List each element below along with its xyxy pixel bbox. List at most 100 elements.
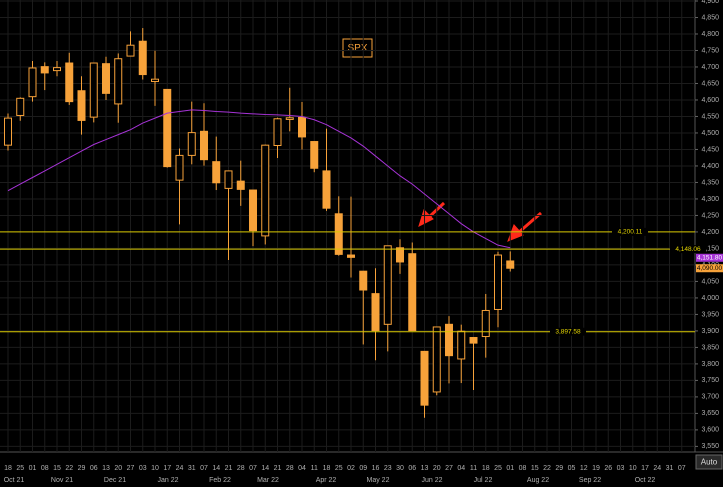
candle-body bbox=[420, 350, 429, 406]
x-tick-label: 07 bbox=[200, 465, 208, 472]
candle-body bbox=[175, 154, 184, 181]
chart-title: SPX bbox=[347, 43, 367, 54]
candle-body bbox=[432, 326, 441, 393]
x-tick-label: 25 bbox=[494, 465, 502, 472]
y-tick-label: 3,850 bbox=[701, 344, 719, 351]
x-tick-label: 17 bbox=[163, 465, 171, 472]
x-tick-label: 18 bbox=[323, 465, 331, 472]
candle-body bbox=[65, 62, 74, 103]
x-tick-label: 29 bbox=[78, 465, 86, 472]
month-label: Sep 22 bbox=[579, 477, 601, 484]
candle-body bbox=[481, 309, 490, 338]
x-tick-label: 18 bbox=[4, 465, 12, 472]
x-tick-label: 06 bbox=[408, 465, 416, 472]
x-tick-label: 24 bbox=[176, 465, 184, 472]
auto-button[interactable] bbox=[695, 454, 723, 470]
x-tick-label: 05 bbox=[568, 465, 576, 472]
candle-body bbox=[261, 144, 270, 237]
y-tick-label: 3,700 bbox=[701, 394, 719, 401]
x-tick-label: 11 bbox=[470, 465, 477, 472]
x-tick-label: 08 bbox=[519, 465, 527, 472]
y-tick-label: 3,900 bbox=[701, 328, 719, 335]
x-tick-label: 20 bbox=[114, 465, 122, 472]
candle-body bbox=[187, 132, 196, 156]
x-tick-label: 01 bbox=[506, 465, 514, 472]
y-tick-label: 4,650 bbox=[701, 80, 719, 87]
candle-body bbox=[249, 189, 257, 232]
candle-body bbox=[457, 330, 466, 360]
y-tick-label: 4,750 bbox=[701, 47, 719, 54]
x-tick-label: 23 bbox=[384, 465, 392, 472]
candle-body bbox=[28, 67, 37, 98]
candle-body bbox=[396, 247, 404, 263]
x-tick-label: 28 bbox=[237, 465, 245, 472]
candle-body bbox=[126, 44, 135, 57]
candle-body bbox=[371, 293, 380, 332]
y-tick-label: 4,600 bbox=[701, 97, 719, 104]
y-tick-label: 4,050 bbox=[701, 278, 719, 285]
month-label: Mar 22 bbox=[257, 477, 279, 484]
y-tick-label: 4,500 bbox=[701, 130, 719, 137]
title-box bbox=[342, 38, 373, 58]
candle-body bbox=[4, 117, 12, 146]
arrow-head bbox=[418, 209, 434, 227]
auto-button-label[interactable]: Auto bbox=[701, 458, 718, 467]
arrow bbox=[517, 211, 542, 235]
x-tick-label: 27 bbox=[445, 465, 453, 472]
candle-body bbox=[16, 97, 25, 116]
y-tick-label: 4,250 bbox=[701, 212, 719, 219]
x-tick-label: 07 bbox=[249, 465, 257, 472]
x-tick-label: 28 bbox=[286, 465, 294, 472]
x-tick-label: 03 bbox=[139, 465, 147, 472]
candle-body bbox=[273, 118, 282, 146]
y-tick-label: 4,700 bbox=[701, 64, 719, 71]
month-label: Oct 22 bbox=[635, 477, 656, 484]
month-label: Feb 22 bbox=[209, 477, 231, 484]
candle-body bbox=[506, 260, 515, 269]
x-tick-label: 13 bbox=[102, 465, 110, 472]
candle-body bbox=[445, 323, 453, 357]
x-tick-label: 30 bbox=[396, 465, 404, 472]
y-tick-label: 4,150 bbox=[701, 245, 719, 252]
month-label: Dec 21 bbox=[104, 477, 126, 484]
level-label-box bbox=[612, 227, 648, 236]
x-tick-label: 18 bbox=[482, 465, 490, 472]
level-label: 4,148.06 bbox=[675, 246, 701, 253]
month-label: Oct 21 bbox=[4, 477, 25, 484]
candle-body bbox=[494, 254, 502, 310]
arrows bbox=[418, 201, 542, 242]
x-tick-label: 25 bbox=[16, 465, 24, 472]
y-tick-label: 4,550 bbox=[701, 113, 719, 120]
candle-body bbox=[347, 254, 355, 258]
candle-body bbox=[40, 66, 49, 74]
y-tick-label: 4,400 bbox=[701, 163, 719, 170]
x-tick-label: 06 bbox=[90, 465, 98, 472]
candle-body bbox=[408, 253, 417, 332]
y-tick-label: 3,750 bbox=[701, 377, 719, 384]
candle-body bbox=[310, 141, 319, 169]
candle-body bbox=[359, 270, 368, 291]
candle-body bbox=[89, 62, 98, 118]
month-label: Apr 22 bbox=[316, 477, 337, 484]
y-tick-label: 3,950 bbox=[701, 311, 719, 318]
last-price-box bbox=[696, 264, 723, 273]
candle-body bbox=[383, 245, 392, 325]
candle-body bbox=[102, 63, 110, 94]
month-label: Jul 22 bbox=[474, 477, 493, 484]
y-tick-label: 4,000 bbox=[701, 295, 719, 302]
last-price-label: 4,090.00 bbox=[697, 265, 723, 272]
x-tick-label: 27 bbox=[127, 465, 135, 472]
ma-price-label: 4,151.80 bbox=[697, 254, 723, 261]
candle-body bbox=[77, 90, 86, 121]
x-tick-label: 14 bbox=[261, 465, 269, 472]
y-tick-label: 4,800 bbox=[701, 31, 719, 38]
y-tick-label: 4,900 bbox=[701, 0, 719, 5]
candle-body bbox=[285, 117, 294, 120]
x-tick-label: 29 bbox=[555, 465, 563, 472]
month-label: Nov 21 bbox=[51, 477, 73, 484]
x-tick-label: 01 bbox=[29, 465, 37, 472]
y-tick-label: 3,800 bbox=[701, 361, 719, 368]
candle-body bbox=[224, 170, 233, 189]
